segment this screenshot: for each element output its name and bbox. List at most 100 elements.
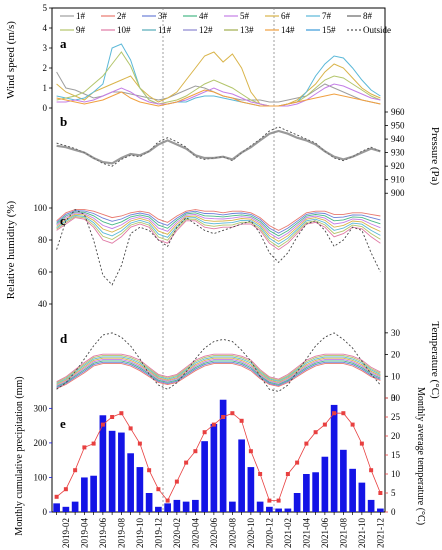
precip-ytick-label: 0 [43, 507, 48, 517]
monthly-temperature-point [202, 430, 207, 435]
panel-frames [49, 7, 388, 515]
legend-label: 10# [117, 25, 131, 35]
rh-ytick-label: 80 [38, 235, 48, 245]
rh-indoor-line [56, 210, 381, 234]
precipitation-bar [349, 468, 356, 512]
panel-letter-a: a [60, 36, 67, 51]
legend-label: 15# [322, 25, 336, 35]
rh-indoor-line [56, 216, 381, 248]
precipitation-bar [303, 474, 310, 512]
precipitation-bar [284, 508, 292, 512]
temp-indoor-line [56, 360, 381, 387]
mtemp-ytick-label: 20 [391, 431, 401, 441]
wind-series-line [56, 83, 381, 107]
precip-ylabel: Monthly cumulative precipitation (mm) [14, 376, 25, 535]
rh-ytick-label: 60 [38, 267, 48, 277]
monthly-temperature-point [230, 411, 235, 416]
precipitation-bar [377, 508, 384, 512]
temp-ylabel: Temperature (°C) [429, 321, 441, 399]
monthly-temperature-point [147, 468, 152, 473]
legend-label: 3# [158, 11, 168, 21]
precipitation-bar [108, 430, 116, 512]
legend-label: 4# [199, 11, 209, 21]
precipitation-bar [247, 467, 255, 512]
legend-label: 7# [322, 11, 332, 21]
precipitation-bar [62, 506, 70, 512]
precipitation-bar [312, 472, 319, 512]
xtick-label: 2020-10 [246, 518, 256, 548]
temp-indoor-line [56, 359, 381, 386]
xtick-label: 2019-10 [135, 518, 145, 548]
precipitation-bar [293, 493, 301, 512]
panel-letter-c: c [60, 213, 66, 228]
temp-indoor-line [56, 363, 381, 389]
precipitation-bar [136, 467, 144, 512]
rh-ylabel: Relative humidity (%) [5, 200, 17, 299]
monthly-temperature-point [359, 441, 364, 446]
wind-ylabel: Wind speed (m/s) [5, 21, 17, 99]
monthly-temperature-point [248, 449, 253, 454]
monthly-temperature-point [341, 411, 346, 416]
xtick-label: 2019-08 [116, 518, 126, 548]
monthly-temperature-point [211, 422, 216, 427]
precipitation-bar [99, 415, 107, 512]
wind-ytick-label: 4 [43, 23, 48, 33]
precipitation-bar [321, 456, 329, 512]
monthly-temperature-point [156, 487, 161, 492]
precipitation-bar [71, 501, 79, 512]
rh-ytick-label: 100 [34, 203, 48, 213]
monthly-temperature-point [378, 491, 383, 495]
panel-letter-b: b [60, 114, 67, 129]
monthly-temperature-point [322, 422, 327, 427]
wind-series-line [56, 51, 381, 107]
pressure-ytick-label: 930 [391, 148, 405, 158]
precipitation-bar [53, 503, 60, 512]
legend-label: 8# [363, 11, 373, 21]
xtick-label: 2021-10 [357, 518, 367, 548]
precipitation-bar [164, 503, 171, 512]
pressure-series-line [56, 129, 381, 165]
pressure-ytick-label: 960 [391, 107, 405, 117]
precipitation-bar [256, 501, 264, 512]
monthly-temperature-point [276, 498, 281, 503]
legend-label: 2# [117, 11, 127, 21]
precipitation-bar [173, 499, 181, 512]
rh-indoor-line [56, 214, 381, 245]
xtick-label: 2021-02 [283, 518, 293, 548]
temp-ytick-label: 0 [391, 393, 396, 403]
panel-letter-e: e [60, 416, 66, 431]
mtemp-ytick-label: 5 [391, 488, 396, 498]
legend-label: Outside [363, 25, 391, 35]
xtick-label: 2021-12 [375, 518, 385, 548]
pressure-ytick-label: 920 [391, 161, 405, 171]
monthly-temperature-point [165, 498, 170, 503]
monthly-temperature-point [332, 411, 337, 416]
monthly-temperature-point [100, 422, 105, 427]
precipitation-bar [118, 432, 125, 512]
xtick-label: 2020-04 [190, 518, 200, 548]
pressure-ytick-label: 910 [391, 175, 405, 185]
monthly-temperature-point [221, 415, 226, 419]
monthly-temperature-point [73, 468, 78, 473]
precipitation-bar [155, 506, 162, 512]
xtick-label: 2021-04 [301, 518, 311, 548]
temp-indoor-line [56, 357, 381, 385]
monthly-temperature-point [313, 430, 318, 435]
rh-ytick-label: 40 [38, 299, 48, 309]
monthly-temperature-point [119, 411, 124, 416]
precip-ytick-label: 300 [34, 403, 48, 413]
monthly-temperature-point [258, 472, 263, 476]
wind-ytick-label: 5 [43, 3, 48, 13]
wind-ytick-label: 1 [43, 83, 48, 93]
wind-ytick-label: 0 [43, 103, 48, 113]
legend-label: 12# [199, 25, 213, 35]
monthly-temperature-point [267, 498, 272, 503]
temp-indoor-line [56, 361, 381, 388]
monthly-temperature-point [285, 472, 290, 476]
monthly-temperature-point [184, 460, 189, 465]
legend-label: 9# [76, 25, 86, 35]
rh-indoor-line [56, 217, 381, 251]
precipitation-bar [182, 501, 190, 512]
wind-ytick-label: 2 [43, 63, 48, 73]
